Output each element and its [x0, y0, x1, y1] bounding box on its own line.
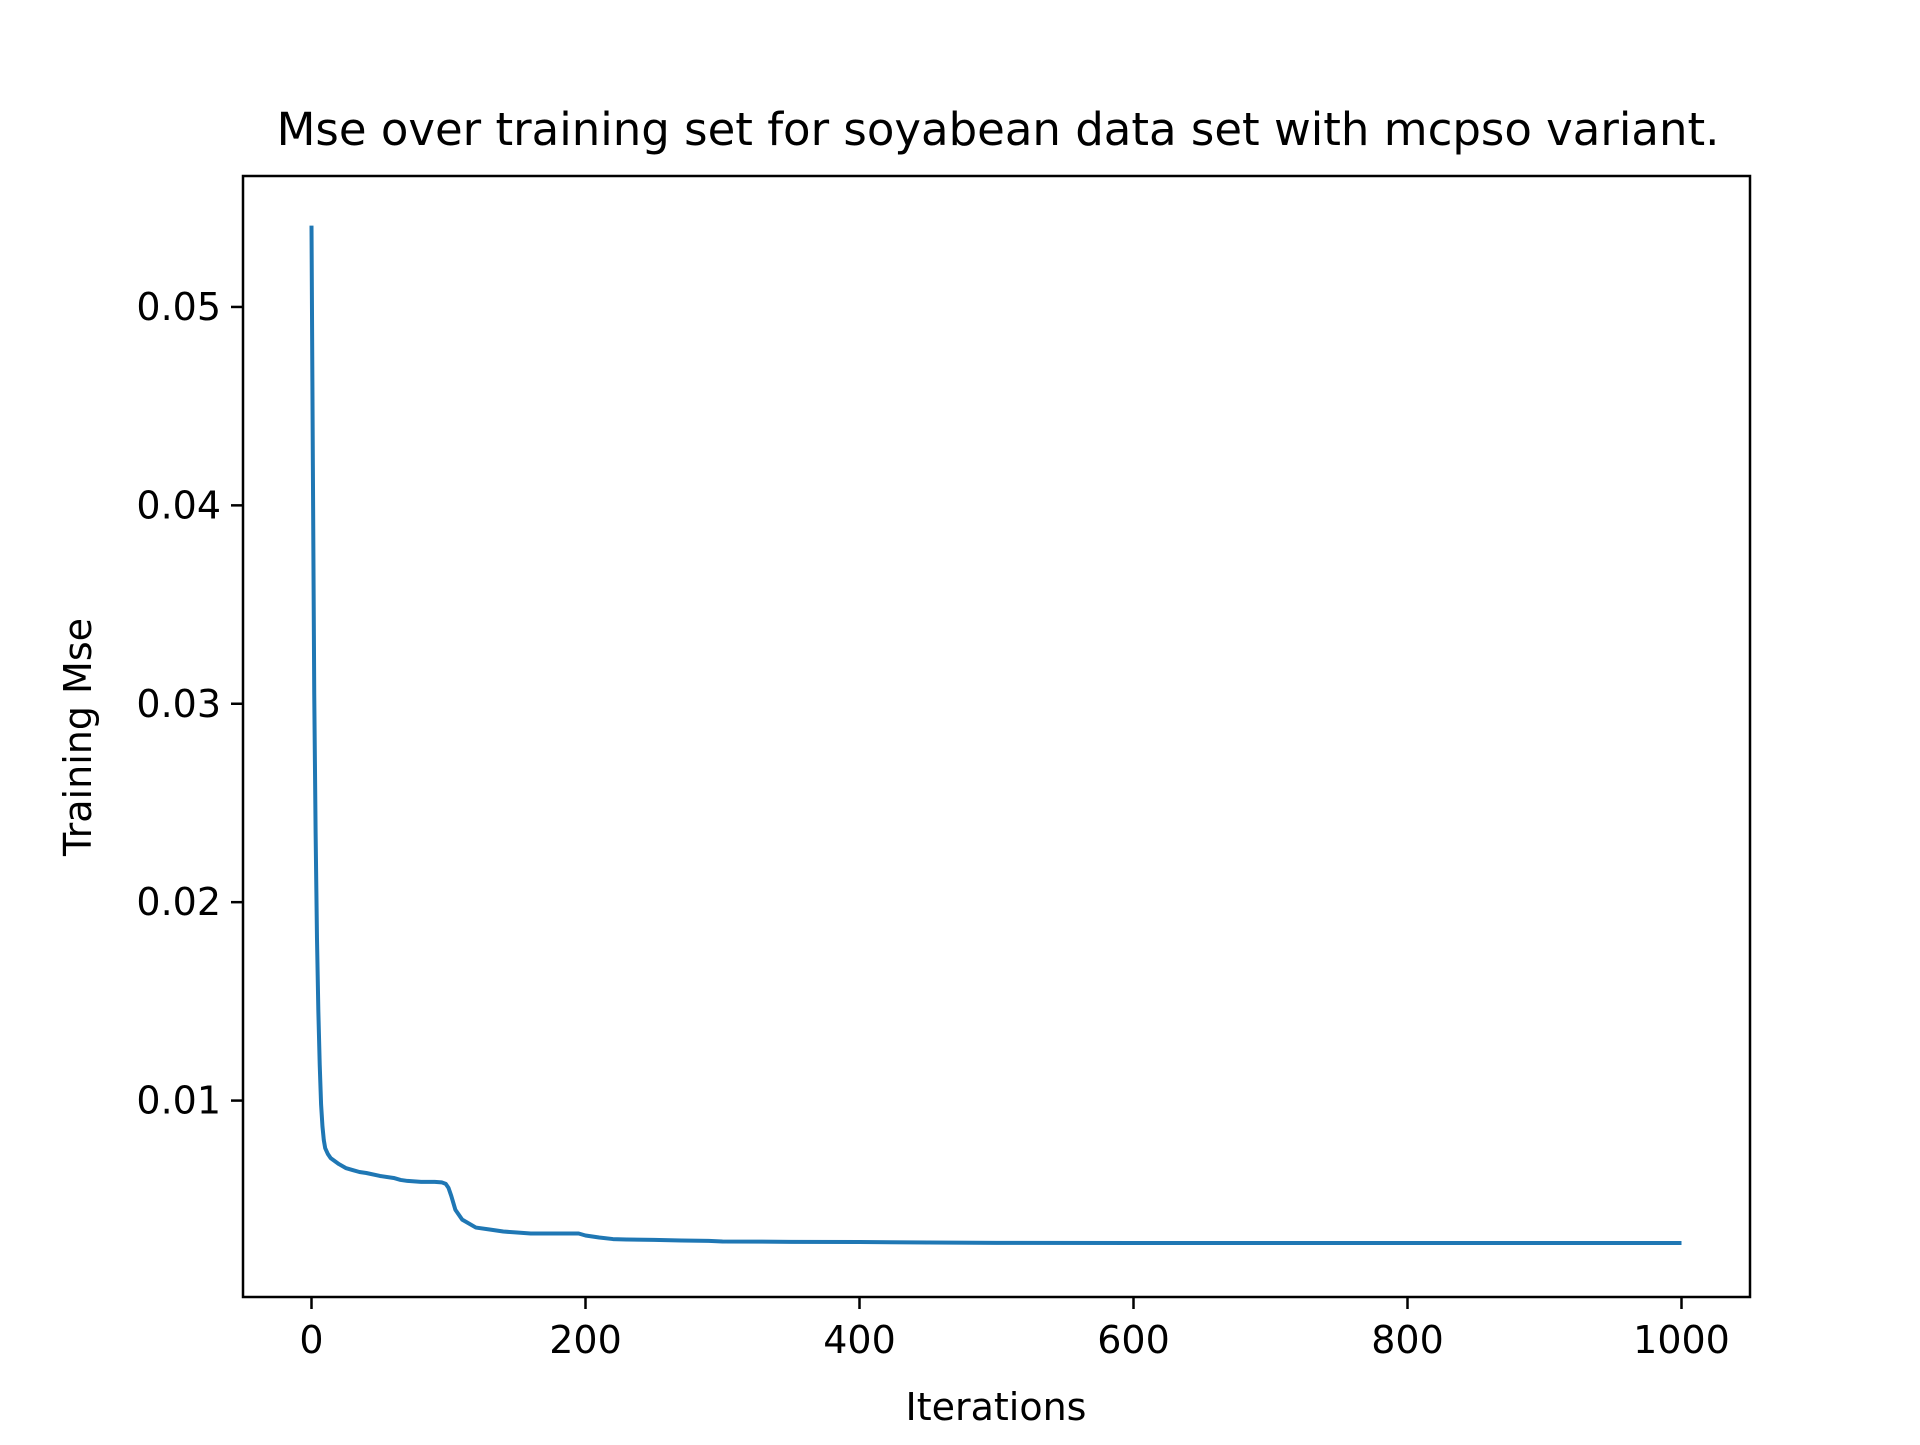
- series-layer: [309, 225, 1682, 1246]
- y-tick-label: 0.01: [136, 1079, 221, 1123]
- chart-title: Mse over training set for soyabean data …: [277, 103, 1720, 156]
- plot-area-frame: [241, 174, 1752, 1299]
- x-tick-label: 200: [549, 1318, 622, 1362]
- x-tick-label: 600: [1097, 1318, 1170, 1362]
- y-axis: 0.01 0.02 0.03 0.04 0.05: [136, 285, 243, 1123]
- series-line-0: [309, 225, 1682, 1246]
- y-tick-label: 0.03: [136, 682, 221, 726]
- y-tick-label: 0.05: [136, 285, 221, 329]
- y-tick-label: 0.04: [136, 483, 221, 527]
- x-tick-label: 400: [823, 1318, 896, 1362]
- x-axis-label: Iterations: [906, 1385, 1087, 1429]
- x-tick-label: 1000: [1633, 1318, 1730, 1362]
- x-tick-label: 0: [299, 1318, 323, 1362]
- x-axis: 0 200 400 600 800 1000: [299, 1297, 1730, 1362]
- y-tick-label: 0.02: [136, 880, 221, 924]
- x-tick-label: 800: [1371, 1318, 1444, 1362]
- y-axis-label: Training Mse: [56, 618, 100, 857]
